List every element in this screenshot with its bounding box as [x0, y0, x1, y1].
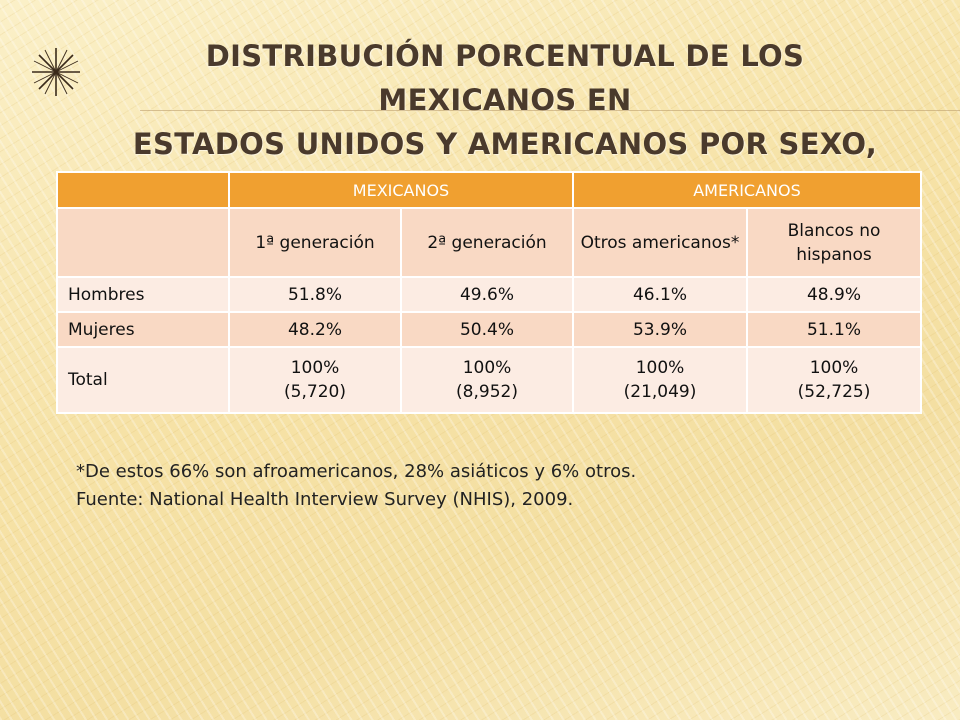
group-header-empty [56, 171, 230, 209]
table-cell: 100% (21,049) [572, 346, 748, 414]
slide-title: DISTRIBUCIÓN PORCENTUAL DE LOS MEXICANOS… [110, 34, 900, 210]
sub-header-row: 1ª generación 2ª generación Otros americ… [56, 207, 922, 278]
table-row: Mujeres 48.2% 50.4% 53.9% 51.1% [56, 311, 922, 348]
table-cell: 46.1% [572, 276, 748, 313]
title-divider [140, 110, 960, 111]
group-header-row: MEXICANOS AMERICANOS [56, 171, 922, 209]
table-cell: 51.1% [746, 311, 922, 348]
table-row: Total 100% (5,720) 100% (8,952) 100% (21… [56, 346, 922, 414]
sub-header-empty [56, 207, 230, 278]
title-line-1: DISTRIBUCIÓN PORCENTUAL DE LOS MEXICANOS… [205, 39, 805, 117]
total-percent: 100% [809, 358, 859, 378]
row-label-total: Total [56, 346, 230, 414]
sex-distribution-table: MEXICANOS AMERICANOS 1ª generación 2ª ge… [56, 171, 922, 414]
total-count: (8,952) [456, 382, 518, 402]
table-cell: 48.9% [746, 276, 922, 313]
table-row: Hombres 51.8% 49.6% 46.1% 48.9% [56, 276, 922, 313]
sub-header-otros-americanos: Otros americanos* [572, 207, 748, 278]
row-label-mujeres: Mujeres [56, 311, 230, 348]
sub-header-primera-generacion: 1ª generación [228, 207, 402, 278]
total-count: (5,720) [284, 382, 346, 402]
table-cell: 49.6% [400, 276, 574, 313]
table-cell: 50.4% [400, 311, 574, 348]
notes: *De estos 66% son afroamericanos, 28% as… [76, 458, 916, 514]
sub-header-segunda-generacion: 2ª generación [400, 207, 574, 278]
table-cell: 100% (8,952) [400, 346, 574, 414]
total-percent: 100% [462, 358, 512, 378]
source-note: Fuente: National Health Interview Survey… [76, 489, 574, 510]
table-cell: 51.8% [228, 276, 402, 313]
table-cell: 48.2% [228, 311, 402, 348]
group-header-americanos: AMERICANOS [572, 171, 922, 209]
footnote: *De estos 66% son afroamericanos, 28% as… [76, 461, 637, 482]
table-cell: 100% (5,720) [228, 346, 402, 414]
row-label-hombres: Hombres [56, 276, 230, 313]
table-cell: 53.9% [572, 311, 748, 348]
total-percent: 100% [635, 358, 685, 378]
table-cell: 100% (52,725) [746, 346, 922, 414]
sub-header-blancos-no-hispanos: Blancos no hispanos [746, 207, 922, 278]
star-burst-icon [32, 48, 80, 96]
total-percent: 100% [290, 358, 340, 378]
total-count: (21,049) [623, 382, 697, 402]
total-count: (52,725) [797, 382, 871, 402]
group-header-mexicanos: MEXICANOS [228, 171, 574, 209]
